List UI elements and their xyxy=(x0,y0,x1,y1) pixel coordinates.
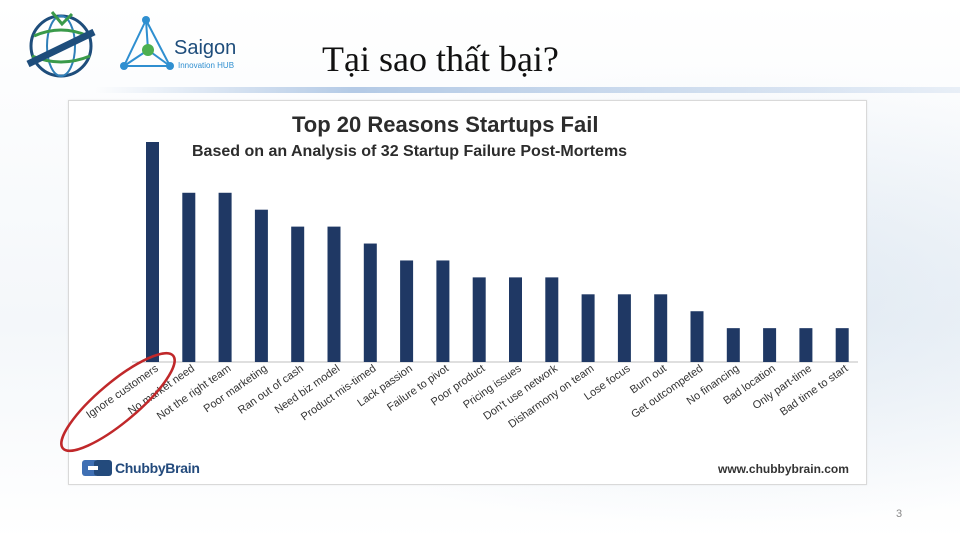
bar xyxy=(182,192,196,362)
saigon-logo-name: Saigon xyxy=(174,37,236,59)
globe-logo-icon xyxy=(26,11,96,78)
bar xyxy=(363,243,377,362)
chart-frame xyxy=(68,100,867,485)
page-number: 3 xyxy=(896,508,903,520)
chubbybrain-logo-icon xyxy=(82,460,112,476)
bar xyxy=(400,260,414,362)
x-tick-label: Bad time to start xyxy=(778,363,850,419)
bar xyxy=(581,294,595,362)
bar xyxy=(617,294,631,362)
bar xyxy=(799,328,813,362)
header-divider xyxy=(95,87,960,93)
bar xyxy=(509,277,522,362)
bar xyxy=(545,277,559,362)
bar xyxy=(436,260,450,362)
website-url: www.chubbybrain.com xyxy=(718,462,849,476)
bar xyxy=(327,226,341,362)
chart-title: Top 20 Reasons Startups Fail xyxy=(292,112,599,137)
slide-title: Tại sao thất bại? xyxy=(322,39,559,79)
brand-name: ChubbyBrain xyxy=(115,460,200,476)
x-tick-label: Failure to pivot xyxy=(385,363,451,414)
saigon-innovation-hub-logo: Saigon Innovation HUB xyxy=(120,16,236,70)
bar xyxy=(726,328,740,362)
bar xyxy=(472,277,486,362)
saigon-logo-subtitle: Innovation HUB xyxy=(178,61,234,70)
bar xyxy=(690,311,704,362)
bar xyxy=(218,192,232,362)
bar xyxy=(835,328,849,362)
chart-subtitle: Based on an Analysis of 32 Startup Failu… xyxy=(192,143,628,160)
bar xyxy=(763,328,777,362)
bar xyxy=(254,209,268,362)
bar xyxy=(291,226,305,362)
bar xyxy=(654,294,668,362)
highlight-ring xyxy=(60,351,176,453)
bar xyxy=(146,142,159,362)
